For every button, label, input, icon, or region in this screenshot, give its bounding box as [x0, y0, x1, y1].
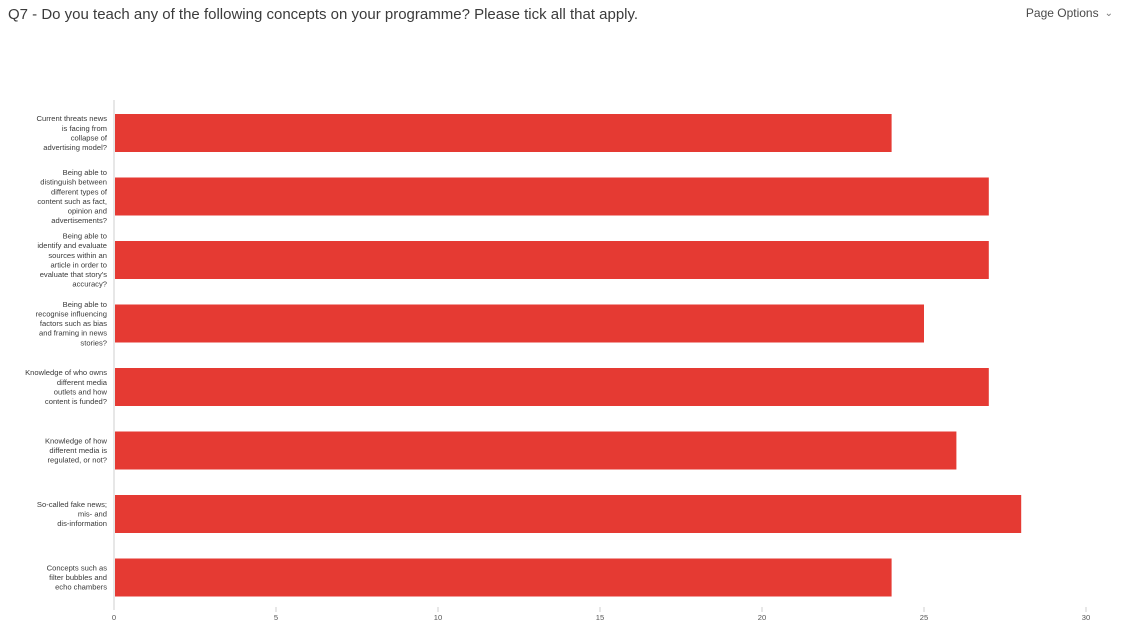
chevron-down-icon: ⌄: [1104, 8, 1113, 19]
category-label-8: Concepts such as filter bubbles and echo c…: [47, 564, 108, 592]
category-label-7: So-called fake news; mis- and dis-informat…: [37, 500, 107, 528]
bar-3: [115, 241, 989, 279]
x-tick-label-5: 5: [274, 613, 278, 622]
category-label-3: Being able to identify and evaluate source…: [37, 232, 107, 289]
bar-8: [115, 558, 892, 597]
category-label-5: Knowledge of who owns different media outl…: [25, 368, 108, 406]
category-label-6: Knowledge of how different media is regula…: [45, 437, 108, 465]
category-label-1: Current threats news is facing from collap…: [37, 114, 108, 152]
page-options-label: Page Options: [1025, 6, 1099, 20]
category-label-4: Being able to recognise influencing factor…: [36, 300, 108, 347]
bar-5: [115, 368, 989, 406]
question-title: Q7 - Do you teach any of the following c…: [8, 6, 639, 23]
bar-2: [115, 177, 989, 216]
bar-6: [115, 431, 957, 470]
x-axis-ticks: 0 5 10 15 20 25 30: [112, 607, 1090, 622]
x-tick-label-30: 30: [1082, 613, 1090, 622]
bar-4: [115, 304, 924, 343]
x-tick-label-0: 0: [112, 613, 116, 622]
x-tick-label-10: 10: [434, 613, 442, 622]
category-labels: Current threats news is facing from collap…: [25, 114, 108, 592]
bar-7: [115, 495, 1022, 533]
bars: [115, 114, 1022, 597]
x-tick-label-20: 20: [758, 613, 766, 622]
category-label-2: Being able to distinguish between differen…: [37, 168, 108, 225]
page-options-button[interactable]: Page Options ⌄: [1026, 6, 1113, 20]
x-tick-label-25: 25: [920, 613, 928, 622]
bar-1: [115, 114, 892, 152]
x-tick-label-15: 15: [596, 613, 604, 622]
